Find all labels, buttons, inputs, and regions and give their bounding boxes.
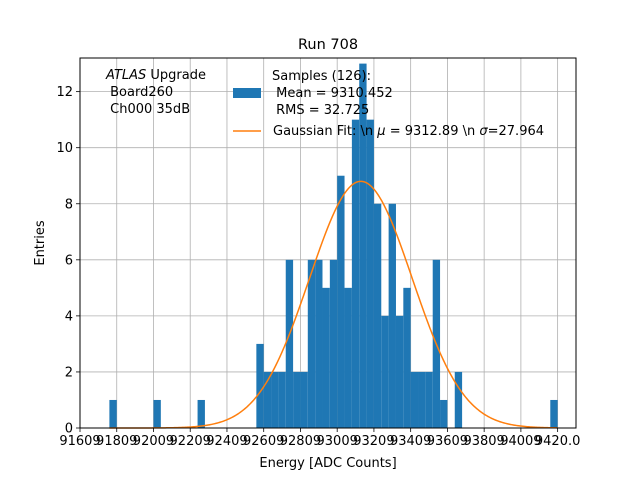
legend-histogram-line1: Samples (126):: [272, 69, 371, 84]
x-tick-label: 91609: [59, 434, 100, 449]
x-tick-label: 9420.0: [535, 434, 581, 449]
histogram-bar: [307, 259, 316, 428]
x-axis-ticks: 9160991809920099220992409926099280993009…: [59, 428, 580, 449]
atlas-annotation: ATLAS Upgrade Board260 Ch000 35dB: [105, 68, 206, 117]
legend-fit-sigma-symbol: σ: [479, 124, 488, 139]
histogram-bar: [388, 203, 396, 428]
legend: Samples (126): Mean = 9310.452 RMS = 32.…: [0, 0, 544, 139]
legend-histogram-swatch: [233, 88, 261, 98]
histogram-bar: [373, 203, 382, 428]
histogram-bar: [329, 259, 338, 428]
histogram-bar: [395, 315, 404, 428]
x-tick-label: 93609: [427, 434, 468, 449]
histogram-bar: [271, 371, 279, 428]
annotation-atlas: ATLAS: [105, 68, 146, 83]
histogram-bar: [278, 371, 286, 428]
x-tick-label: 91809: [96, 434, 137, 449]
x-axis-label: Energy [ADC Counts]: [259, 456, 396, 471]
histogram-bar: [403, 287, 411, 428]
x-tick-label: 92009: [133, 434, 174, 449]
y-tick-label: 0: [65, 422, 73, 437]
annotation-board: Board260: [106, 85, 173, 100]
y-axis-ticks: 0 2 4 6 8 10 12: [56, 85, 80, 437]
annotation-upgrade: Upgrade: [146, 68, 206, 83]
x-tick-label: 93009: [317, 434, 358, 449]
x-tick-label: 93209: [353, 434, 394, 449]
histogram-bar: [359, 63, 367, 429]
annotation-line1: ATLAS Upgrade: [105, 68, 206, 83]
histogram-bars: [109, 63, 558, 429]
histogram-bar: [366, 119, 374, 429]
x-tick-label: 92409: [206, 434, 247, 449]
legend-fit-mu-value: = 9312.89 \n: [386, 124, 480, 139]
histogram-bar: [315, 259, 323, 428]
x-tick-label: 93409: [390, 434, 431, 449]
legend-histogram-line2: Mean = 9310.452: [272, 86, 393, 101]
y-tick-label: 8: [65, 197, 73, 212]
legend-histogram-line3: RMS = 32.725: [272, 103, 369, 118]
y-tick-label: 12: [56, 85, 73, 100]
x-tick-label: 94009: [500, 434, 541, 449]
histogram-bar: [109, 399, 117, 428]
y-axis-label: Entries: [33, 220, 48, 266]
legend-histogram-label: Samples (126): Mean = 9310.452 RMS = 32.…: [0, 0, 422, 118]
histogram-bar: [410, 371, 419, 428]
histogram-bar: [344, 287, 352, 428]
annotation-channel: Ch000 35dB: [106, 102, 190, 117]
histogram-bar: [322, 287, 330, 428]
legend-fit-label: Gaussian Fit: \n μ = 9312.89 \n σ=27.964: [273, 124, 544, 139]
x-tick-label: 92609: [243, 434, 284, 449]
histogram-bar: [337, 175, 345, 428]
legend-fit-mu-symbol: μ: [376, 124, 385, 139]
y-tick-label: 2: [65, 365, 73, 380]
histogram-bar: [256, 343, 264, 428]
y-tick-label: 6: [65, 253, 73, 268]
histogram-bar: [418, 371, 426, 428]
histogram-bar: [425, 371, 433, 428]
histogram-bar: [300, 371, 308, 428]
gaussian-fit-curve: [109, 180, 558, 429]
legend-fit-sigma-value: =27.964: [488, 124, 544, 139]
histogram-bar: [285, 259, 294, 428]
histogram-bar: [293, 371, 301, 428]
x-tick-label: 92209: [170, 434, 211, 449]
histogram-bar: [440, 399, 448, 428]
histogram-bar: [351, 119, 360, 429]
plot-frame: [79, 57, 577, 429]
x-tick-label: 93809: [463, 434, 504, 449]
y-tick-label: 10: [56, 141, 73, 156]
histogram-bar: [197, 399, 205, 428]
histogram-bar: [454, 371, 463, 428]
x-tick-label: 92809: [280, 434, 321, 449]
histogram-bar: [550, 399, 558, 428]
histogram-bar: [381, 315, 389, 428]
y-tick-label: 4: [65, 309, 73, 324]
histogram-bar: [263, 371, 272, 428]
fit-curve-group: [109, 180, 558, 429]
legend-fit-prefix: Gaussian Fit: \n: [273, 124, 377, 139]
histogram-bar: [153, 399, 161, 428]
chart-title: Run 708: [298, 37, 358, 53]
